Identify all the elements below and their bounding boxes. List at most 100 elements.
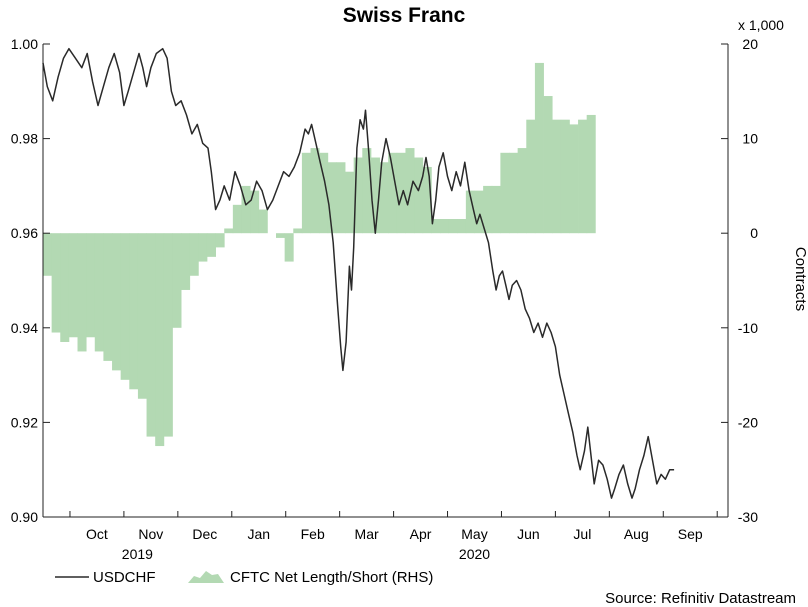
- cftc-bar: [112, 233, 122, 371]
- cftc-bar: [405, 148, 415, 234]
- legend: USDCHF CFTC Net Length/Short (RHS): [55, 569, 433, 586]
- cftc-bar: [77, 233, 87, 352]
- cftc-bar: [51, 233, 61, 333]
- cftc-bar: [276, 233, 286, 238]
- cftc-bar: [86, 233, 96, 338]
- cftc-bar: [526, 119, 536, 234]
- cftc-bar: [414, 157, 424, 234]
- cftc-bar: [206, 233, 216, 257]
- cftc-bar: [94, 233, 104, 352]
- cftc-bar: [224, 228, 234, 234]
- cftc-bar: [301, 152, 311, 234]
- cftc-bar: [465, 190, 475, 234]
- x-month-label: Aug: [624, 526, 649, 542]
- legend-usdchf-label: USDCHF: [93, 569, 156, 586]
- legend-cftc-swatch: [188, 571, 224, 583]
- cftc-bar: [232, 204, 242, 234]
- right-tick-label: -20: [738, 414, 758, 430]
- cftc-bar: [431, 219, 441, 234]
- cftc-bar: [457, 219, 467, 234]
- x-year-label: 2020: [459, 546, 490, 562]
- cftc-bar: [491, 185, 501, 234]
- cftc-area-layer: [43, 62, 596, 447]
- cftc-bar: [345, 171, 355, 234]
- cftc-bar: [198, 233, 208, 262]
- cftc-bar: [569, 124, 579, 234]
- cftc-bar: [517, 148, 527, 234]
- cftc-bar: [534, 62, 544, 234]
- cftc-bar: [60, 233, 70, 342]
- usdchf-line-layer: [42, 47, 675, 499]
- cftc-bar: [509, 152, 519, 234]
- right-tick-label: 10: [742, 131, 758, 147]
- cftc-bar: [163, 233, 173, 437]
- x-axis-ticks: Oct Nov Dec Jan Feb Mar Apr May Jun Jul Aug Sep 2019…: [69, 511, 718, 562]
- axes-layer: [42, 44, 729, 518]
- right-tick-label: 20: [742, 36, 758, 52]
- cftc-bar: [250, 190, 260, 234]
- cftc-bar: [379, 162, 389, 234]
- x-month-label: Jul: [573, 526, 591, 542]
- cftc-bar: [189, 233, 199, 276]
- cftc-bar: [422, 166, 432, 234]
- cftc-bar: [310, 148, 320, 234]
- x-month-label: Nov: [138, 526, 163, 542]
- cftc-bar: [439, 219, 450, 234]
- cftc-bar: [396, 152, 406, 234]
- x-month-label: Oct: [86, 526, 108, 542]
- cftc-bar: [172, 233, 182, 328]
- left-tick-label: 0.92: [11, 414, 38, 430]
- cftc-bar: [474, 190, 484, 234]
- cftc-bar: [448, 219, 458, 234]
- left-tick-label: 1.00: [11, 36, 38, 52]
- cftc-bar: [155, 233, 165, 447]
- cftc-bar: [284, 233, 294, 262]
- cftc-bar: [500, 152, 510, 234]
- cftc-bar: [578, 119, 588, 234]
- x-month-label: Apr: [410, 526, 432, 542]
- left-axis-ticks: 0.90 0.92 0.94 0.96 0.98 1.00: [11, 36, 50, 525]
- right-axis-ticks: -30 -20 -10 0 10 20: [721, 36, 758, 525]
- usdchf-line: [42, 47, 675, 499]
- x-month-label: Mar: [355, 526, 379, 542]
- right-axis-label: Contracts: [792, 247, 808, 311]
- left-tick-label: 0.98: [11, 131, 38, 147]
- cftc-bar: [293, 228, 303, 234]
- cftc-bar: [129, 233, 139, 390]
- cftc-bar: [319, 152, 329, 234]
- cftc-bar: [137, 233, 147, 399]
- cftc-bar: [560, 119, 570, 234]
- cftc-bar: [370, 157, 380, 234]
- legend-cftc-label: CFTC Net Length/Short (RHS): [230, 569, 433, 586]
- cftc-bar: [483, 185, 493, 234]
- left-tick-label: 0.94: [11, 320, 38, 336]
- cftc-bar: [327, 162, 337, 234]
- cftc-bar: [336, 162, 346, 234]
- cftc-bar: [258, 209, 268, 234]
- right-tick-label: -10: [738, 320, 758, 336]
- left-tick-label: 0.96: [11, 225, 38, 241]
- cftc-bar: [103, 233, 113, 361]
- cftc-bar: [362, 148, 372, 234]
- cftc-bar: [353, 157, 363, 234]
- cftc-bar: [43, 233, 53, 276]
- x-month-label: Dec: [192, 526, 217, 542]
- chart-title: Swiss Franc: [343, 4, 466, 27]
- x-month-label: Jan: [247, 526, 270, 542]
- cftc-bar: [586, 114, 596, 234]
- x-month-label: Sep: [678, 526, 703, 542]
- cftc-bar: [388, 152, 398, 234]
- right-tick-label: 0: [750, 225, 758, 241]
- cftc-bar: [543, 96, 553, 234]
- cftc-bar: [215, 233, 225, 248]
- cftc-bar: [552, 119, 562, 234]
- right-axis-multiplier: x 1,000: [738, 17, 784, 33]
- x-year-label: 2019: [122, 546, 153, 562]
- cftc-bar: [68, 233, 78, 338]
- right-tick-label: -30: [738, 509, 758, 525]
- cftc-bar: [120, 233, 130, 380]
- cftc-bar: [181, 233, 191, 290]
- cftc-bar: [241, 185, 251, 234]
- x-month-label: May: [461, 526, 487, 542]
